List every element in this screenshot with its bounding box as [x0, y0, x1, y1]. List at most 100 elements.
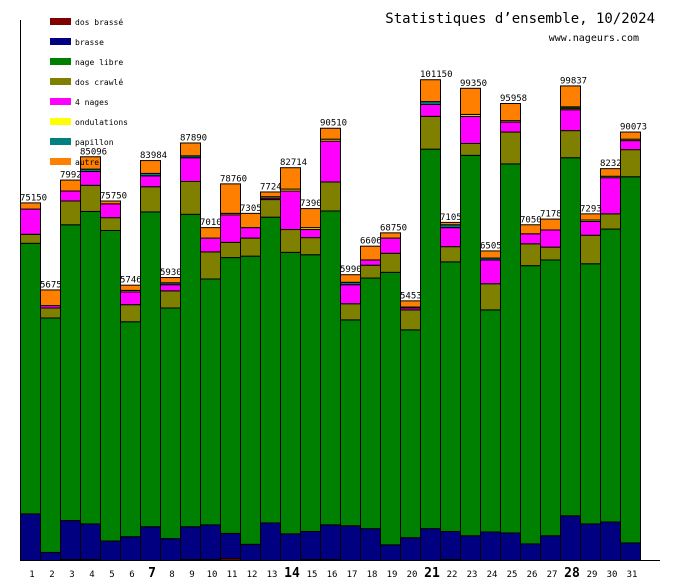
x-tick-label: 31: [627, 570, 638, 580]
bar-segment-autre-day-28: [560, 85, 581, 108]
bar-segment-nage-libre-day-12: [240, 255, 261, 545]
bar-segment-dos-crawlé-day-27: [540, 246, 561, 261]
bar-segment-autre-day-15: [300, 208, 321, 229]
total-label: 7010: [200, 218, 222, 228]
bar-segment-4-nages-day-9: [180, 157, 201, 183]
x-tick-label: 5: [109, 570, 114, 580]
bar-segment-dos-crawlé-day-17: [340, 303, 361, 321]
total-label: 82714: [280, 158, 307, 168]
legend-swatch: [50, 78, 71, 85]
bar-segment-nage-libre-day-17: [340, 319, 361, 527]
bars: [20, 79, 641, 562]
bar-segment-nage-libre-day-19: [380, 271, 401, 546]
bar-segment-nage-libre-day-16: [320, 210, 341, 526]
bar-segment-4-nages-day-27: [540, 229, 561, 248]
bar-segment-nage-libre-day-13: [260, 216, 281, 524]
bar-segment-4-nages-day-8: [160, 284, 181, 292]
x-tick-label: 12: [247, 570, 258, 580]
bar-segment-4-nages-day-7: [140, 175, 161, 188]
x-tick-label: 14: [284, 566, 300, 580]
bar-segment-autre-day-21: [420, 79, 441, 103]
bar-segment-nage-libre-day-4: [80, 210, 101, 525]
bar-segment-autre-day-27: [540, 218, 561, 231]
bar-segment-4-nages-day-17: [340, 284, 361, 305]
bar-segment-brasse-day-19: [380, 544, 401, 561]
total-label: 90073: [620, 123, 647, 133]
bar-segment-4-nages-day-23: [460, 115, 481, 144]
bar-segment-dos-crawlé-day-30: [600, 213, 621, 230]
x-tick-label: 25: [507, 570, 518, 580]
bar-segment-dos-crawlé-day-7: [140, 186, 161, 213]
bar-segment-autre-day-3: [60, 179, 81, 192]
bar-segment-brasse-day-18: [360, 528, 381, 562]
bar-segment-4-nages-day-30: [600, 177, 621, 215]
bar-segment-autre-day-10: [200, 227, 221, 239]
x-tick-label: 1: [29, 570, 34, 580]
bar-segment-nage-libre-day-6: [120, 321, 141, 538]
x-tick-label: 11: [227, 570, 238, 580]
x-tick-label: 26: [527, 570, 538, 580]
bar-segment-dos-crawlé-day-19: [380, 252, 401, 273]
x-tick-label: 19: [387, 570, 398, 580]
bar-segment-autre-day-2: [40, 289, 61, 307]
bar-segment-4-nages-day-4: [80, 171, 101, 186]
total-label: 99350: [460, 79, 487, 89]
total-label: 7724: [260, 182, 282, 192]
bar-segment-4-nages-day-15: [300, 229, 321, 239]
bar-segment-dos-crawlé-day-6: [120, 304, 141, 323]
chart-subtitle: www.nageurs.com: [549, 33, 639, 44]
bar-segment-dos-crawlé-day-31: [620, 149, 641, 178]
bar-segment-dos-crawlé-day-12: [240, 237, 261, 257]
bar-segment-nage-libre-day-3: [60, 224, 81, 522]
legend-swatch: [50, 118, 71, 125]
bar-segment-4-nages-day-19: [380, 237, 401, 254]
legend-swatch: [50, 38, 71, 45]
bar-segment-dos-crawlé-day-13: [260, 199, 281, 218]
x-tick-label: 2: [49, 570, 54, 580]
bar-segment-nage-libre-day-31: [620, 176, 641, 544]
x-tick-label: 21: [424, 566, 440, 580]
legend-label: dos brassé: [75, 17, 123, 27]
x-tick-label: 4: [89, 570, 94, 580]
total-label: 99837: [560, 76, 587, 86]
bar-segment-nage-libre-day-15: [300, 254, 321, 532]
bar-segment-dos-crawlé-day-18: [360, 264, 381, 279]
x-tick-label: 3: [69, 570, 74, 580]
bar-segment-brasse-day-28: [560, 515, 581, 561]
bar-segment-nage-libre-day-27: [540, 259, 561, 537]
x-tick-label: 23: [467, 570, 478, 580]
bar-segment-brasse-day-31: [620, 542, 641, 561]
bar-segment-brasse-day-15: [300, 530, 321, 561]
bar-segment-autre-day-24: [480, 250, 501, 259]
x-tick-label: 17: [347, 570, 358, 580]
bar-segment-brasse-day-3: [60, 520, 81, 561]
bar-segment-dos-crawlé-day-24: [480, 283, 501, 311]
total-label: 101150: [420, 70, 453, 80]
bar-segment-brasse-day-14: [280, 533, 301, 561]
total-label: 7050: [520, 215, 542, 225]
total-label: 87890: [180, 133, 207, 143]
bar-segment-brasse-day-11: [220, 532, 241, 560]
legend-label: brasse: [75, 38, 104, 47]
bar-segment-brasse-day-10: [200, 524, 221, 561]
bar-segment-dos-crawlé-day-15: [300, 237, 321, 256]
x-tick-label: 24: [487, 570, 498, 580]
total-label: 85096: [80, 147, 107, 157]
bar-segment-nage-libre-day-24: [480, 309, 501, 533]
total-label: 5990: [340, 265, 362, 275]
x-tick-label: 13: [267, 570, 278, 580]
bar-segment-nage-libre-day-28: [560, 157, 581, 517]
bar-segment-autre-day-1: [20, 202, 41, 210]
bar-segment-autre-day-31: [620, 131, 641, 140]
legend-swatch: [50, 58, 71, 65]
chart-title: Statistiques d’ensemble, 10/2024: [385, 11, 655, 27]
total-label: 6505: [480, 241, 502, 251]
bar-segment-autre-day-14: [280, 167, 301, 190]
bar-segment-4-nages-day-24: [480, 259, 501, 285]
legend-swatch: [50, 158, 71, 165]
x-tick-label: 29: [587, 570, 598, 580]
bar-segment-autre-day-7: [140, 160, 161, 174]
bar-segment-4-nages-day-31: [620, 140, 641, 151]
x-tick-label: 6: [129, 570, 134, 580]
